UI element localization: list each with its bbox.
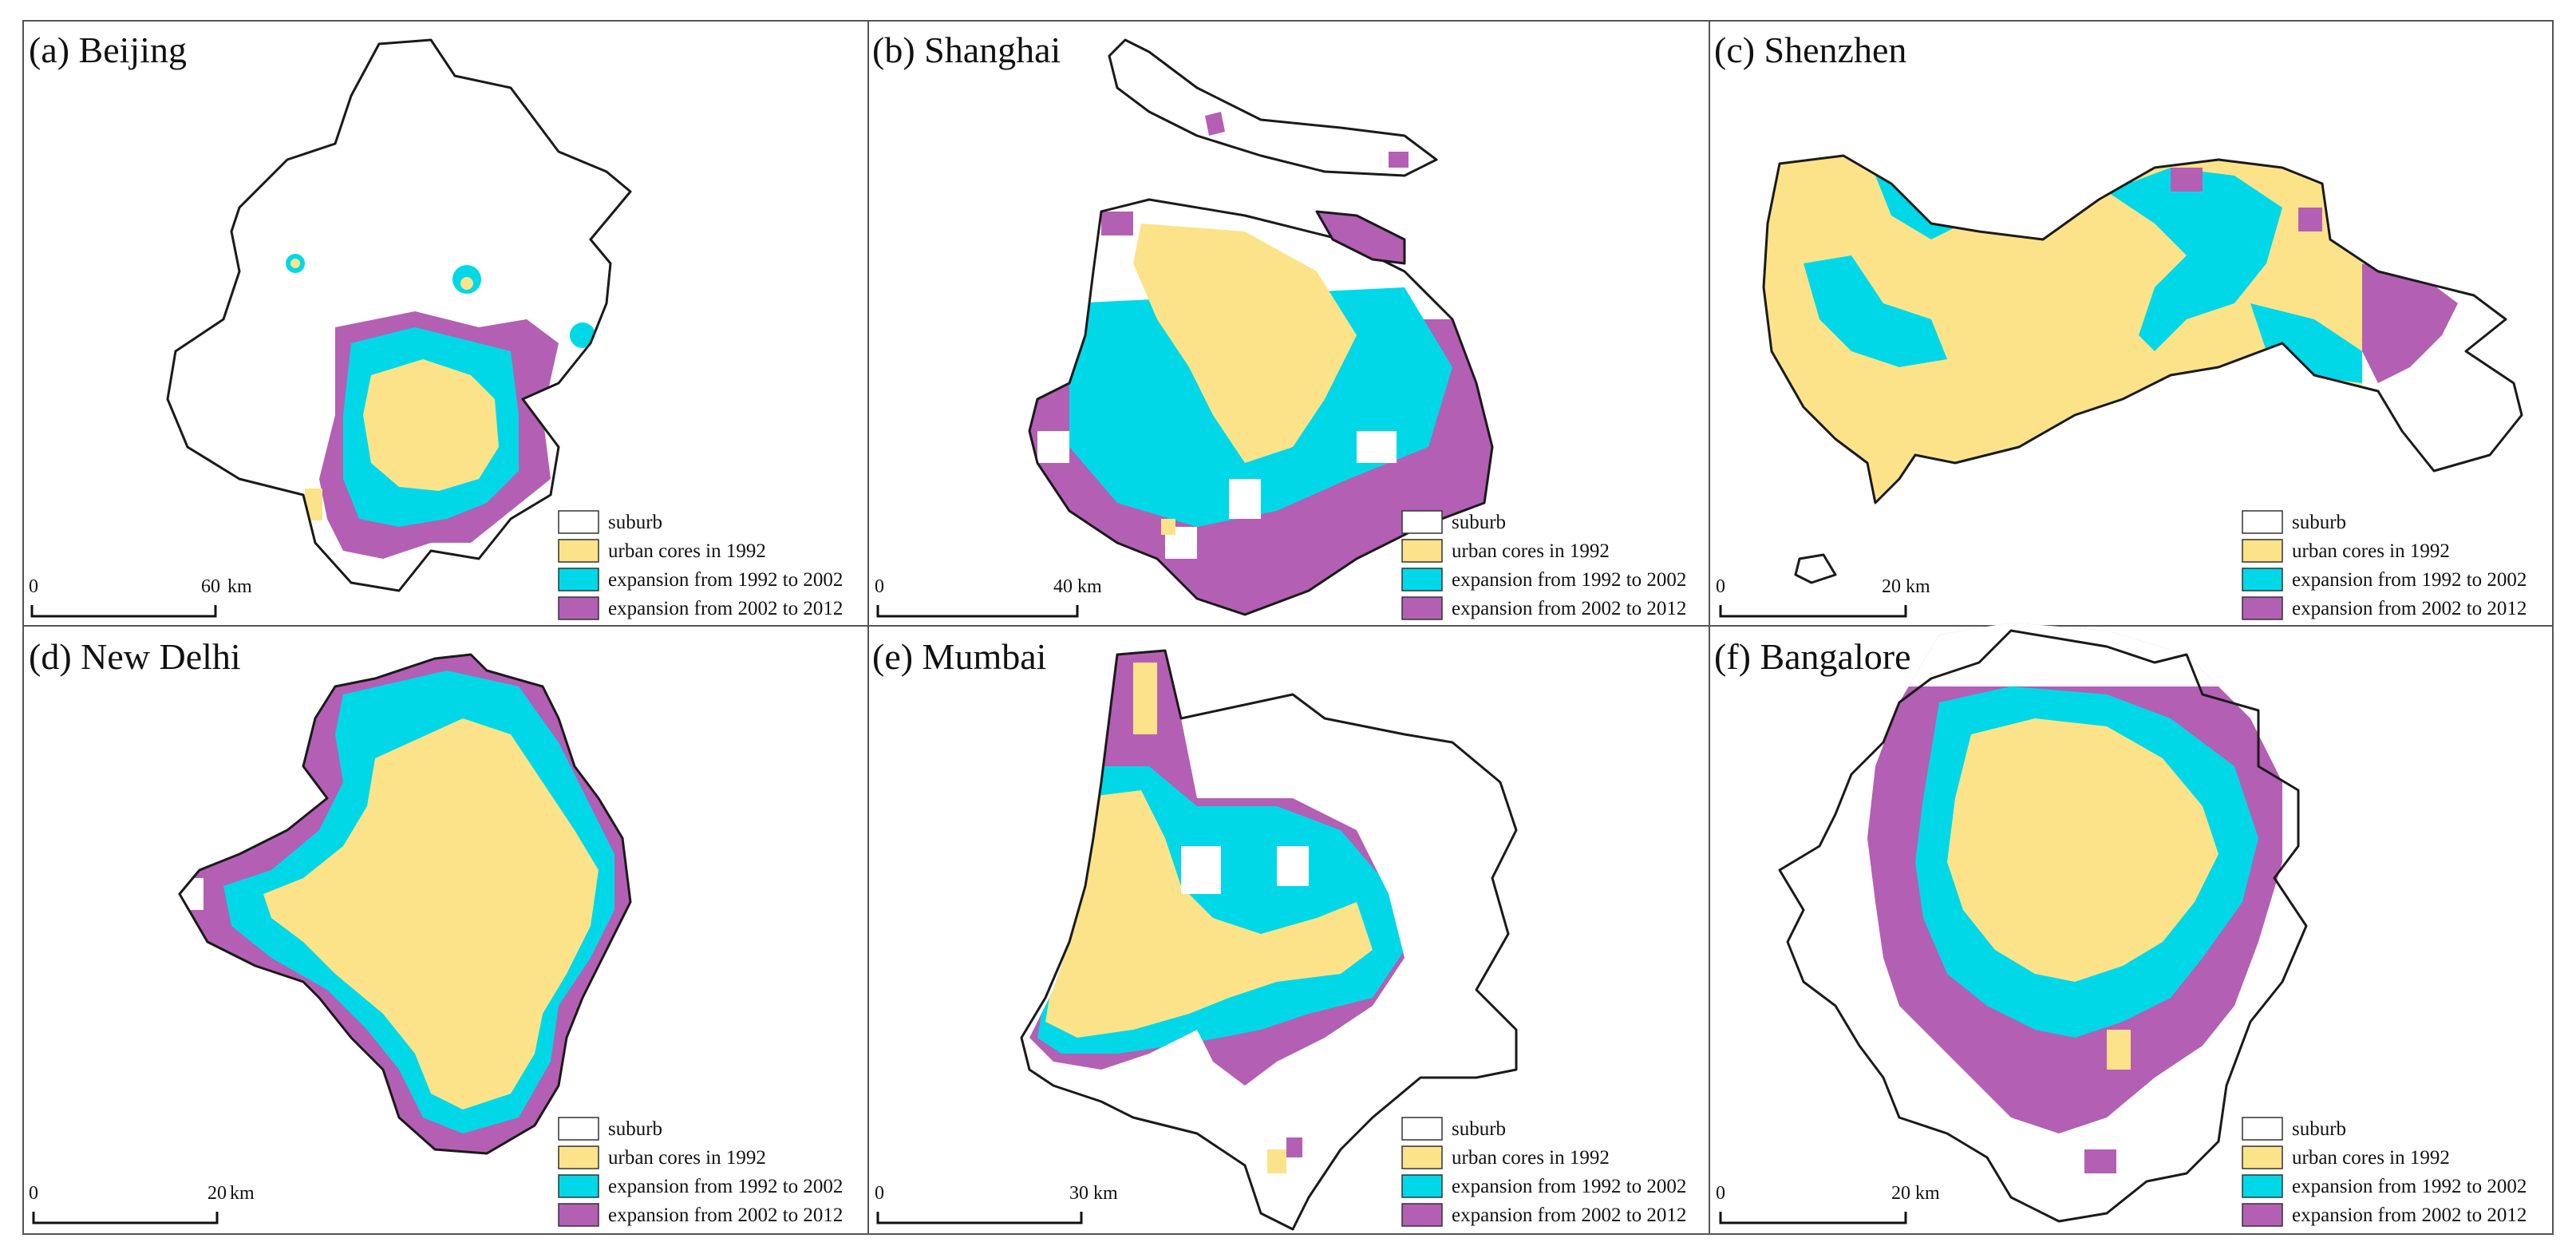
legend-label-exp_2002_2012: expansion from 2002 to 2012	[608, 1205, 843, 1226]
scale-value: 20	[1882, 576, 1901, 597]
legend-label-exp_2002_2012: expansion from 2002 to 2012	[2292, 598, 2527, 619]
legend-label-exp_1992_2002: expansion from 1992 to 2002	[1452, 1176, 1686, 1197]
scale-zero: 0	[1716, 1183, 1725, 1204]
legend-swatch-exp_1992_2002	[558, 568, 599, 591]
panel-title: (e) Mumbai	[872, 636, 1046, 677]
legend-swatch-urban_1992	[2242, 539, 2283, 563]
legend-swatch-exp_2002_2012	[558, 1203, 599, 1227]
scale-value: 40	[1053, 576, 1073, 597]
legend-swatch-urban_1992	[558, 539, 599, 563]
legend-swatch-exp_2002_2012	[2242, 596, 2283, 620]
scale-unit: km	[1093, 1183, 1118, 1204]
panel-title: (b) Shanghai	[872, 30, 1061, 70]
legend-swatch-exp_1992_2002	[558, 1174, 599, 1198]
legend-label-suburb: suburb	[1452, 1118, 1506, 1140]
panel-title: (c) Shenzhen	[1714, 30, 1906, 70]
scale-bar: 0 60 km	[29, 576, 252, 618]
legend-label-exp_1992_2002: expansion from 1992 to 2002	[2292, 1176, 2527, 1197]
legend-swatch-exp_1992_2002	[2242, 1174, 2283, 1198]
panel-bangalore: (f) Bangalore 0 20 km suburb urban cores …	[1714, 623, 2527, 1227]
legend: suburb urban cores in 1992 expansion from …	[558, 510, 843, 620]
legend-swatch-exp_2002_2012	[1401, 596, 1443, 620]
legend-label-exp_1992_2002: expansion from 1992 to 2002	[2292, 569, 2527, 591]
legend-swatch-suburb	[1401, 1117, 1443, 1141]
scale-unit: km	[1077, 576, 1102, 597]
scale-bar: 0 30 km	[875, 1183, 1118, 1224]
panel-shenzhen: (c) Shenzhen 0 20 km suburb urban cores i…	[1714, 30, 2527, 620]
legend-label-suburb: suburb	[608, 1118, 662, 1140]
legend-label-urban_1992: urban cores in 1992	[2292, 1147, 2450, 1169]
legend-swatch-exp_2002_2012	[1401, 1203, 1443, 1227]
panel-mumbai: (e) Mumbai 0 30 km suburb urban cores in …	[872, 636, 1686, 1231]
panel-title: (a) Beijing	[29, 30, 187, 70]
scale-value: 20	[207, 1183, 227, 1204]
legend-swatch-suburb	[2242, 1117, 2283, 1141]
legend-label-exp_1992_2002: expansion from 1992 to 2002	[608, 1176, 843, 1197]
scale-unit: km	[227, 576, 252, 597]
legend-label-exp_2002_2012: expansion from 2002 to 2012	[2292, 1205, 2527, 1226]
legend-label-exp_1992_2002: expansion from 1992 to 2002	[1452, 569, 1686, 591]
newdelhi-map-icon	[178, 653, 632, 1155]
legend-label-suburb: suburb	[608, 512, 662, 533]
scale-bar: 0 40 km	[875, 576, 1102, 618]
panel-newdelhi: (d) New Delhi 0 20 km suburb urban cores …	[29, 636, 843, 1227]
legend-swatch-suburb	[558, 1117, 599, 1141]
legend-swatch-exp_2002_2012	[558, 596, 599, 620]
scale-unit: km	[1915, 1183, 1940, 1204]
legend-swatch-urban_1992	[2242, 1145, 2283, 1169]
legend-label-exp_2002_2012: expansion from 2002 to 2012	[608, 598, 843, 619]
legend-label-suburb: suburb	[1452, 512, 1506, 533]
bangalore-map-icon	[1778, 623, 2308, 1223]
scale-unit: km	[230, 1183, 255, 1204]
legend-swatch-exp_2002_2012	[2242, 1203, 2283, 1227]
legend-label-urban_1992: urban cores in 1992	[2292, 540, 2450, 562]
legend: suburb urban cores in 1992 expansion from …	[1401, 1117, 1686, 1227]
legend: suburb urban cores in 1992 expansion from …	[2242, 510, 2527, 620]
legend-label-suburb: suburb	[2292, 1118, 2346, 1140]
scale-value: 30	[1069, 1183, 1088, 1204]
legend-label-exp_2002_2012: expansion from 2002 to 2012	[1452, 598, 1686, 619]
beijing-map-icon	[166, 38, 632, 592]
legend-swatch-urban_1992	[1401, 1145, 1443, 1169]
legend-label-exp_1992_2002: expansion from 1992 to 2002	[608, 569, 843, 591]
legend-swatch-suburb	[558, 510, 599, 534]
panel-title: (d) New Delhi	[29, 636, 241, 677]
legend: suburb urban cores in 1992 expansion from …	[558, 1117, 843, 1227]
legend-swatch-exp_1992_2002	[1401, 568, 1443, 591]
shanghai-map-icon	[1028, 38, 1494, 616]
scale-unit: km	[1906, 576, 1930, 597]
scale-zero: 0	[875, 1183, 884, 1204]
scale-value: 60	[201, 576, 220, 597]
scale-zero: 0	[1716, 576, 1725, 597]
legend-swatch-exp_1992_2002	[1401, 1174, 1443, 1198]
legend: suburb urban cores in 1992 expansion from …	[2242, 1117, 2527, 1227]
legend-label-suburb: suburb	[2292, 512, 2346, 533]
shenzhen-map-icon	[1762, 154, 2523, 584]
legend-swatch-urban_1992	[558, 1145, 599, 1169]
legend-label-urban_1992: urban cores in 1992	[608, 540, 766, 562]
legend-label-urban_1992: urban cores in 1992	[1452, 540, 1610, 562]
legend-swatch-exp_1992_2002	[2242, 568, 2283, 591]
scale-bar: 0 20 km	[29, 1183, 255, 1224]
scale-value: 20	[1891, 1183, 1910, 1204]
panel-shanghai: (b) Shanghai 0	[872, 30, 1686, 620]
legend-label-exp_2002_2012: expansion from 2002 to 2012	[1452, 1205, 1686, 1226]
legend-swatch-suburb	[1401, 510, 1443, 534]
legend-label-urban_1992: urban cores in 1992	[1452, 1147, 1610, 1169]
scale-bar: 0 20 km	[1716, 1183, 1940, 1224]
figure-frame	[22, 20, 2554, 1235]
panel-beijing: (a) Beijing 0 60 km suburb urban cores in…	[29, 30, 843, 620]
scale-bar: 0 20 km	[1716, 576, 1930, 618]
scale-zero: 0	[875, 576, 884, 597]
legend-swatch-urban_1992	[1401, 539, 1443, 563]
scale-zero: 0	[29, 576, 38, 597]
legend-swatch-suburb	[2242, 510, 2283, 534]
panel-title: (f) Bangalore	[1714, 636, 1911, 677]
mumbai-map-icon	[1020, 649, 1518, 1231]
legend-label-urban_1992: urban cores in 1992	[608, 1147, 766, 1169]
legend: suburb urban cores in 1992 expansion from …	[1401, 510, 1686, 620]
scale-zero: 0	[29, 1183, 38, 1204]
